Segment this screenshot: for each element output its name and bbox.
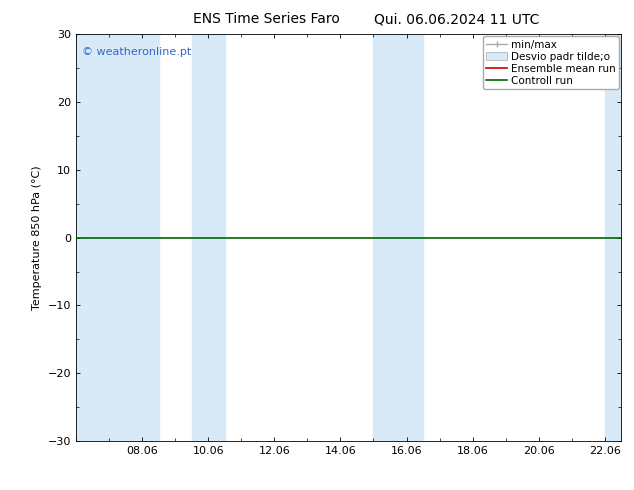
Bar bbox=[373, 34, 423, 441]
Bar bbox=[76, 34, 158, 441]
Y-axis label: Temperature 850 hPa (°C): Temperature 850 hPa (°C) bbox=[32, 165, 42, 310]
Bar bbox=[605, 34, 621, 441]
Bar bbox=[191, 34, 225, 441]
Text: Qui. 06.06.2024 11 UTC: Qui. 06.06.2024 11 UTC bbox=[374, 12, 539, 26]
Text: ENS Time Series Faro: ENS Time Series Faro bbox=[193, 12, 340, 26]
Text: © weatheronline.pt: © weatheronline.pt bbox=[82, 47, 191, 56]
Legend: min/max, Desvio padr tilde;o, Ensemble mean run, Controll run: min/max, Desvio padr tilde;o, Ensemble m… bbox=[483, 36, 619, 89]
